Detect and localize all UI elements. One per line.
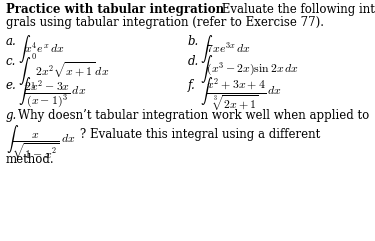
Text: Why doesn’t tabular integration work well when applied to: Why doesn’t tabular integration work wel…	[18, 109, 369, 122]
Text: ? Evaluate this integral using a different: ? Evaluate this integral using a differe…	[80, 128, 320, 141]
Text: g.: g.	[6, 109, 17, 122]
Text: e.: e.	[6, 79, 17, 92]
Text: Practice with tabular integration: Practice with tabular integration	[6, 3, 224, 16]
Text: method.: method.	[6, 153, 55, 166]
Text: a.: a.	[6, 35, 17, 48]
Text: $\int \dfrac{x^2 + 3x + 4}{\sqrt[3]{2x+1}}\, dx$: $\int \dfrac{x^2 + 3x + 4}{\sqrt[3]{2x+1…	[200, 76, 282, 113]
Text: b.: b.	[188, 35, 199, 48]
Text: c.: c.	[6, 55, 16, 68]
Text: $\int 7xe^{3x}\, dx$: $\int 7xe^{3x}\, dx$	[200, 33, 251, 65]
Text: $\int \dfrac{x}{\sqrt{1-x^2}}\, dx$: $\int \dfrac{x}{\sqrt{1-x^2}}\, dx$	[6, 123, 75, 161]
Text: Evaluate the following inte-: Evaluate the following inte-	[218, 3, 375, 16]
Text: f.: f.	[188, 79, 196, 92]
Text: grals using tabular integration (refer to Exercise 77).: grals using tabular integration (refer t…	[6, 16, 324, 29]
Text: $\int (x^3 - 2x)\sin 2x\, dx$: $\int (x^3 - 2x)\sin 2x\, dx$	[200, 53, 299, 85]
Text: $\int_{-1}^{0} 2x^2\sqrt{x+1}\, dx$: $\int_{-1}^{0} 2x^2\sqrt{x+1}\, dx$	[18, 53, 109, 91]
Text: $\int x^4 e^x\, dx$: $\int x^4 e^x\, dx$	[18, 33, 64, 65]
Text: d.: d.	[188, 55, 199, 68]
Text: $\int \dfrac{2x^2 - 3x}{(x-1)^3}\, dx$: $\int \dfrac{2x^2 - 3x}{(x-1)^3}\, dx$	[18, 76, 86, 110]
